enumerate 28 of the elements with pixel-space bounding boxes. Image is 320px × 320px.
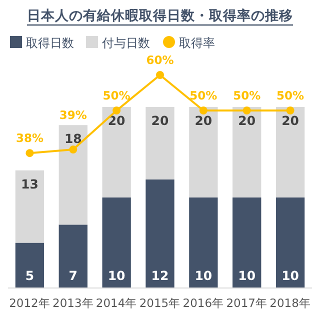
bar (15, 170, 44, 243)
bar (232, 198, 262, 288)
x-tick-label: 2018年 (270, 296, 311, 310)
data-label: 60% (146, 53, 174, 67)
data-label: 10 (194, 268, 212, 283)
bar (15, 242, 44, 288)
legend-label: 付与日数 (101, 36, 150, 50)
chart-title: 日本人の有給休暇取得日数・取得率の推移 (27, 7, 293, 24)
x-tick-label: 2015年 (139, 296, 181, 310)
bar (146, 179, 174, 288)
data-label: 7 (68, 268, 78, 283)
x-tick-label: 2013年 (52, 296, 94, 310)
bar (102, 198, 131, 288)
total-label: 13 (21, 176, 38, 192)
data-label: 12 (151, 268, 169, 283)
x-tick-label: 2017年 (226, 296, 268, 310)
data-label: 10 (108, 268, 126, 283)
data-label: 10 (282, 268, 300, 283)
bar (58, 224, 88, 288)
x-tick-label: 2014年 (96, 296, 138, 310)
bar (189, 198, 218, 288)
x-tick-label: 2016年 (182, 296, 224, 310)
data-label: 5 (25, 268, 34, 283)
data-label: 10 (238, 268, 256, 283)
legend-label: 取得日数 (26, 36, 74, 50)
legend-label: 取得率 (179, 36, 215, 50)
x-tick-label: 2012年 (9, 296, 50, 310)
bar (276, 198, 305, 288)
